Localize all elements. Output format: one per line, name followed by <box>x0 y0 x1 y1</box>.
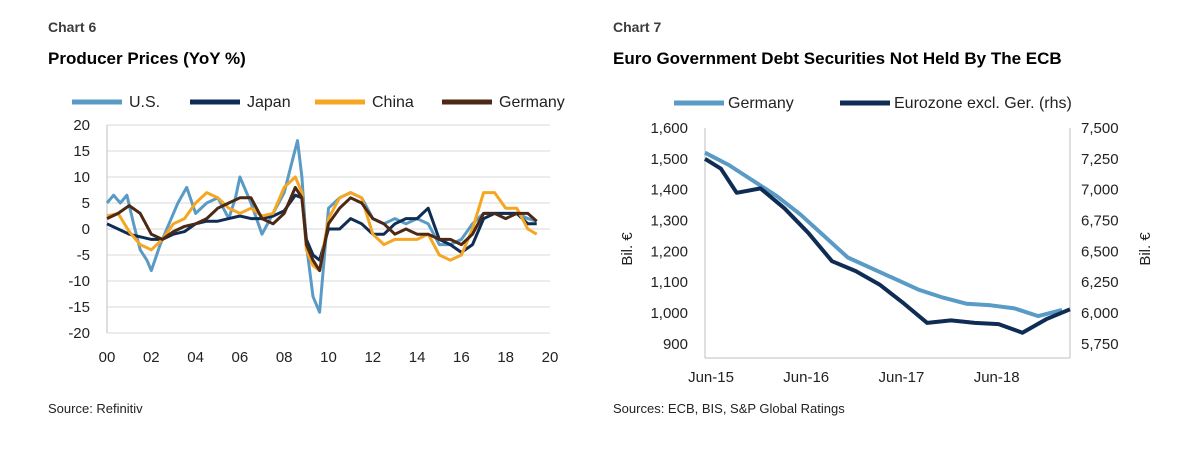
series-line-germany <box>704 150 1063 319</box>
y-tick-label: -5 <box>77 247 90 264</box>
chart-6-panel: Chart 6 Producer Prices (YoY %) 20 15 10 5 0… <box>48 19 565 416</box>
chart-7-panel: Chart 7 Euro Government Debt Securities … <box>590 0 1178 469</box>
x-tick-label: Jun-16 <box>783 369 829 386</box>
y2-tick-label: 6,500 <box>1081 243 1119 260</box>
x-tick-label: 14 <box>409 349 426 366</box>
y-tick-label: 5 <box>82 195 90 212</box>
y2-tick-label: 6,750 <box>1081 213 1119 230</box>
legend-label-germany: Germany <box>728 95 794 112</box>
y-axis-title: Bil. € <box>619 232 636 266</box>
producer-prices-chart: 20 15 10 5 0 -5 -10 -15 -20 00 02 04 06 08 10 12 14 16 18 2… <box>68 94 565 366</box>
y-tick-label: 1,500 <box>650 151 688 168</box>
y-tick-label: -15 <box>68 299 90 316</box>
x-tick-label: 12 <box>364 349 381 366</box>
legend-label-japan: Japan <box>247 94 291 111</box>
y-tick-label: 0 <box>82 221 90 238</box>
series-line-germany <box>106 185 538 273</box>
series-line-u-s <box>105 139 538 314</box>
x-tick-label: Jun-17 <box>878 369 924 386</box>
y2-tick-label: 6,250 <box>1081 274 1119 291</box>
x-tick-label: 02 <box>143 349 160 366</box>
x-tick-label: 06 <box>232 349 249 366</box>
y-tick-label: 1,000 <box>650 305 688 322</box>
chart-title: Euro Government Debt Securities Not Held… <box>613 49 1062 68</box>
x-tick-label: 08 <box>276 349 293 366</box>
series-line-eurozone-excl-ger-rhs <box>703 157 1071 335</box>
y-tick-label: 1,200 <box>650 243 688 260</box>
chart-number: Chart 6 <box>48 19 97 35</box>
legend-label-china: China <box>372 94 414 111</box>
x-tick-label: 18 <box>497 349 514 366</box>
y2-tick-label: 7,250 <box>1081 151 1119 168</box>
chart-title: Producer Prices (YoY %) <box>48 49 246 68</box>
y2-tick-label: 7,500 <box>1081 120 1119 137</box>
y-tick-label: 900 <box>663 336 688 353</box>
y-tick-label: 1,100 <box>650 274 688 291</box>
y-tick-label: 1,300 <box>650 213 688 230</box>
y-tick-label: 10 <box>73 169 90 186</box>
y2-tick-label: 7,000 <box>1081 182 1119 199</box>
x-tick-label: Jun-15 <box>688 369 734 386</box>
chart-number: Chart 7 <box>613 19 662 35</box>
x-tick-label: 00 <box>99 349 116 366</box>
legend-label-eurozone-excl-ger-rhs: Eurozone excl. Ger. (rhs) <box>894 95 1072 112</box>
y-tick-label: 1,600 <box>650 120 688 137</box>
x-tick-label: 20 <box>542 349 559 366</box>
y2-tick-label: 6,000 <box>1081 305 1119 322</box>
x-tick-label: 10 <box>320 349 337 366</box>
legend-label-germany: Germany <box>499 94 565 111</box>
y-tick-label: -20 <box>68 325 90 342</box>
euro-debt-chart: 1,600 1,500 1,400 1,300 1,200 1,100 1,000 900 7,… <box>619 95 1154 386</box>
x-tick-label: Jun-18 <box>974 369 1020 386</box>
x-tick-label: 04 <box>187 349 204 366</box>
y-tick-label: 1,400 <box>650 182 688 199</box>
y2-tick-label: 5,750 <box>1081 336 1119 353</box>
y2-axis-title: Bil. € <box>1137 232 1154 266</box>
chart-source: Source: Refinitiv <box>48 401 143 416</box>
y-tick-label: -10 <box>68 273 90 290</box>
y-tick-label: 15 <box>73 143 90 160</box>
x-tick-label: 16 <box>453 349 470 366</box>
legend-label-u-s: U.S. <box>129 94 160 111</box>
y-tick-label: 20 <box>73 117 90 134</box>
chart-source: Sources: ECB, BIS, S&P Global Ratings <box>613 401 845 416</box>
